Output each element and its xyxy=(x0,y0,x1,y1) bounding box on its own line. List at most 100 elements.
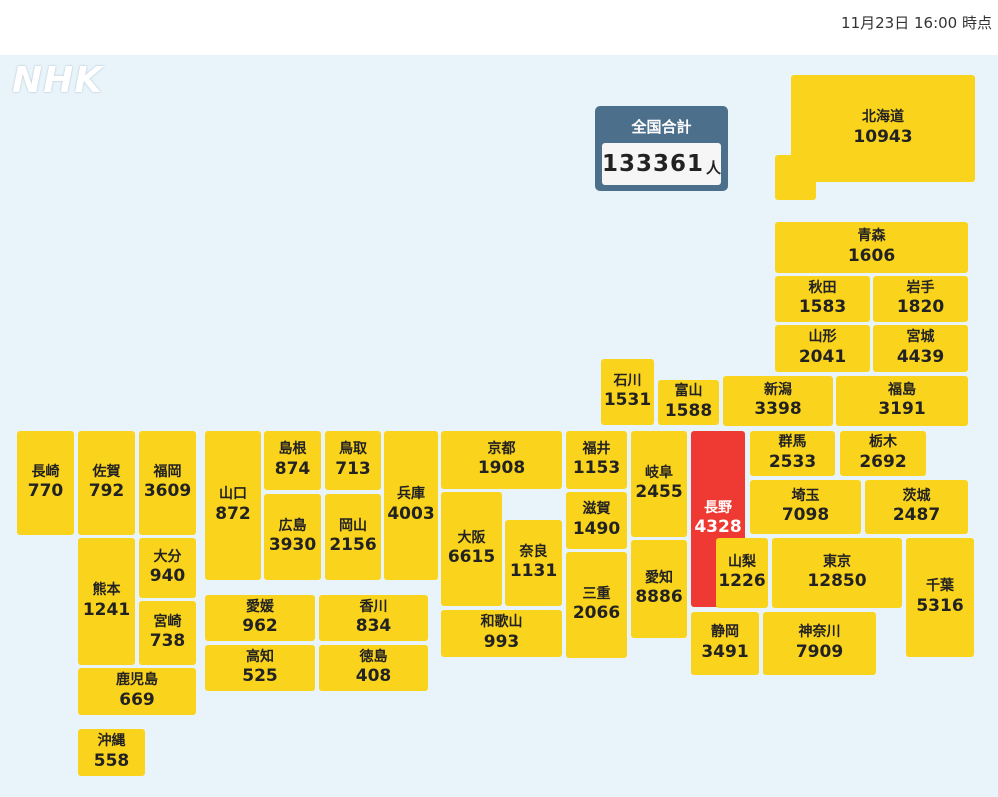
prefecture-toyama[interactable]: 富山 1588 xyxy=(658,380,719,425)
prefecture-fukuoka[interactable]: 福岡 3609 xyxy=(139,431,196,535)
prefecture-name: 山形 xyxy=(808,329,837,346)
prefecture-yamaguchi[interactable]: 山口 872 xyxy=(205,431,261,580)
prefecture-count: 1606 xyxy=(847,245,896,266)
prefecture-tokyo[interactable]: 東京 12850 xyxy=(772,538,902,608)
prefecture-count: 738 xyxy=(149,631,186,652)
prefecture-ibaraki[interactable]: 茨城 2487 xyxy=(865,480,968,534)
prefecture-shimane[interactable]: 島根 874 xyxy=(264,431,321,490)
prefecture-wakayama[interactable]: 和歌山 993 xyxy=(441,610,562,657)
prefecture-saga[interactable]: 佐賀 792 xyxy=(78,431,135,535)
prefecture-tochigi[interactable]: 栃木 2692 xyxy=(840,431,926,476)
prefecture-name: 山口 xyxy=(219,486,247,503)
prefecture-count: 2156 xyxy=(329,535,377,556)
prefecture-name: 熊本 xyxy=(92,582,121,599)
prefecture-name: 新潟 xyxy=(764,381,792,398)
prefecture-hokkaido[interactable]: 北海道 10943 xyxy=(791,75,975,182)
prefecture-name: 静岡 xyxy=(711,624,739,641)
prefecture-count: 874 xyxy=(274,458,311,479)
prefecture-name: 神奈川 xyxy=(798,624,841,641)
prefecture-saitama[interactable]: 埼玉 7098 xyxy=(750,480,861,534)
prefecture-count: 940 xyxy=(149,566,186,587)
prefecture-hokkaido-tail[interactable] xyxy=(775,155,816,200)
prefecture-name: 青森 xyxy=(857,228,886,245)
prefecture-name: 宮崎 xyxy=(153,613,182,630)
prefecture-count: 525 xyxy=(242,666,278,687)
prefecture-name: 愛知 xyxy=(645,569,673,586)
prefecture-fukui[interactable]: 福井 1153 xyxy=(566,431,627,489)
prefecture-kyoto[interactable]: 京都 1908 xyxy=(441,431,562,489)
prefecture-name: 京都 xyxy=(487,440,516,457)
prefecture-count: 669 xyxy=(119,689,155,710)
prefecture-count: 2455 xyxy=(635,482,683,503)
prefecture-kagoshima[interactable]: 鹿児島 669 xyxy=(78,668,196,715)
prefecture-kanagawa[interactable]: 神奈川 7909 xyxy=(763,612,876,675)
prefecture-name: 和歌山 xyxy=(480,614,523,631)
prefecture-name: 香川 xyxy=(359,598,388,615)
prefecture-name: 埼玉 xyxy=(791,487,820,504)
prefecture-name: 岩手 xyxy=(906,279,935,296)
prefecture-gifu[interactable]: 岐阜 2455 xyxy=(631,431,687,537)
prefecture-iwate[interactable]: 岩手 1820 xyxy=(873,276,968,322)
prefecture-name: 福井 xyxy=(582,440,611,457)
prefecture-count: 792 xyxy=(88,481,125,502)
prefecture-oita[interactable]: 大分 940 xyxy=(139,538,196,598)
prefecture-ishikawa[interactable]: 石川 1531 xyxy=(601,359,654,425)
prefecture-aomori[interactable]: 青森 1606 xyxy=(775,222,968,273)
prefecture-name: 島根 xyxy=(278,441,307,458)
prefecture-hiroshima[interactable]: 広島 3930 xyxy=(264,494,321,580)
prefecture-count: 1153 xyxy=(572,458,621,479)
timestamp: 11月23日 16:00 時点 xyxy=(841,14,992,32)
prefecture-count: 2041 xyxy=(798,346,847,367)
prefecture-count: 1588 xyxy=(664,400,713,421)
national-total-label: 全国合計 xyxy=(631,118,692,136)
prefecture-nagasaki[interactable]: 長崎 770 xyxy=(17,431,74,535)
prefecture-fukushima[interactable]: 福島 3191 xyxy=(836,376,968,426)
prefecture-count: 962 xyxy=(242,616,278,637)
prefecture-akita[interactable]: 秋田 1583 xyxy=(775,276,870,322)
prefecture-aichi[interactable]: 愛知 8886 xyxy=(631,540,687,638)
prefecture-count: 8886 xyxy=(635,587,683,608)
prefecture-name: 秋田 xyxy=(808,279,837,296)
prefecture-hyogo[interactable]: 兵庫 4003 xyxy=(384,431,438,580)
prefecture-shiga[interactable]: 滋賀 1490 xyxy=(566,492,627,549)
prefecture-kumamoto[interactable]: 熊本 1241 xyxy=(78,538,135,665)
prefecture-name: 徳島 xyxy=(359,648,388,665)
prefecture-miyagi[interactable]: 宮城 4439 xyxy=(873,325,968,372)
prefecture-niigata[interactable]: 新潟 3398 xyxy=(723,376,833,426)
prefecture-count: 2487 xyxy=(892,505,941,526)
prefecture-name: 石川 xyxy=(613,372,642,389)
prefecture-name: 長崎 xyxy=(31,463,60,480)
prefecture-chiba[interactable]: 千葉 5316 xyxy=(906,538,974,657)
prefecture-osaka[interactable]: 大阪 6615 xyxy=(441,492,502,606)
prefecture-count: 3930 xyxy=(268,535,317,556)
prefecture-yamanashi[interactable]: 山梨 1226 xyxy=(716,538,768,608)
prefecture-count: 2533 xyxy=(768,451,817,472)
prefecture-name: 東京 xyxy=(823,553,851,570)
prefecture-miyazaki[interactable]: 宮崎 738 xyxy=(139,601,196,665)
prefecture-count: 558 xyxy=(93,750,130,771)
prefecture-tokushima[interactable]: 徳島 408 xyxy=(319,645,428,691)
prefecture-count: 1241 xyxy=(82,599,131,620)
prefecture-name: 滋賀 xyxy=(582,501,611,518)
prefecture-okayama[interactable]: 岡山 2156 xyxy=(325,494,381,580)
prefecture-yamagata[interactable]: 山形 2041 xyxy=(775,325,870,372)
prefecture-count: 4439 xyxy=(896,346,945,367)
prefecture-count: 3398 xyxy=(754,399,802,420)
prefecture-shizuoka[interactable]: 静岡 3491 xyxy=(691,612,759,675)
prefecture-count: 408 xyxy=(355,666,392,687)
prefecture-count: 993 xyxy=(483,631,520,652)
prefecture-kagawa[interactable]: 香川 834 xyxy=(319,595,428,641)
prefecture-name: 沖縄 xyxy=(97,733,126,750)
prefecture-okinawa[interactable]: 沖縄 558 xyxy=(78,729,145,776)
prefecture-name: 群馬 xyxy=(778,434,807,451)
prefecture-mie[interactable]: 三重 2066 xyxy=(566,552,627,658)
prefecture-ehime[interactable]: 愛媛 962 xyxy=(205,595,315,641)
prefecture-count: 4003 xyxy=(387,503,435,524)
prefecture-nara[interactable]: 奈良 1131 xyxy=(505,520,562,606)
prefecture-name: 北海道 xyxy=(862,109,904,126)
prefecture-count: 3491 xyxy=(701,641,749,662)
prefecture-kochi[interactable]: 高知 525 xyxy=(205,645,315,691)
prefecture-gunma[interactable]: 群馬 2533 xyxy=(750,431,835,476)
prefecture-name: 愛媛 xyxy=(246,598,274,615)
prefecture-tottori[interactable]: 鳥取 713 xyxy=(325,431,381,490)
